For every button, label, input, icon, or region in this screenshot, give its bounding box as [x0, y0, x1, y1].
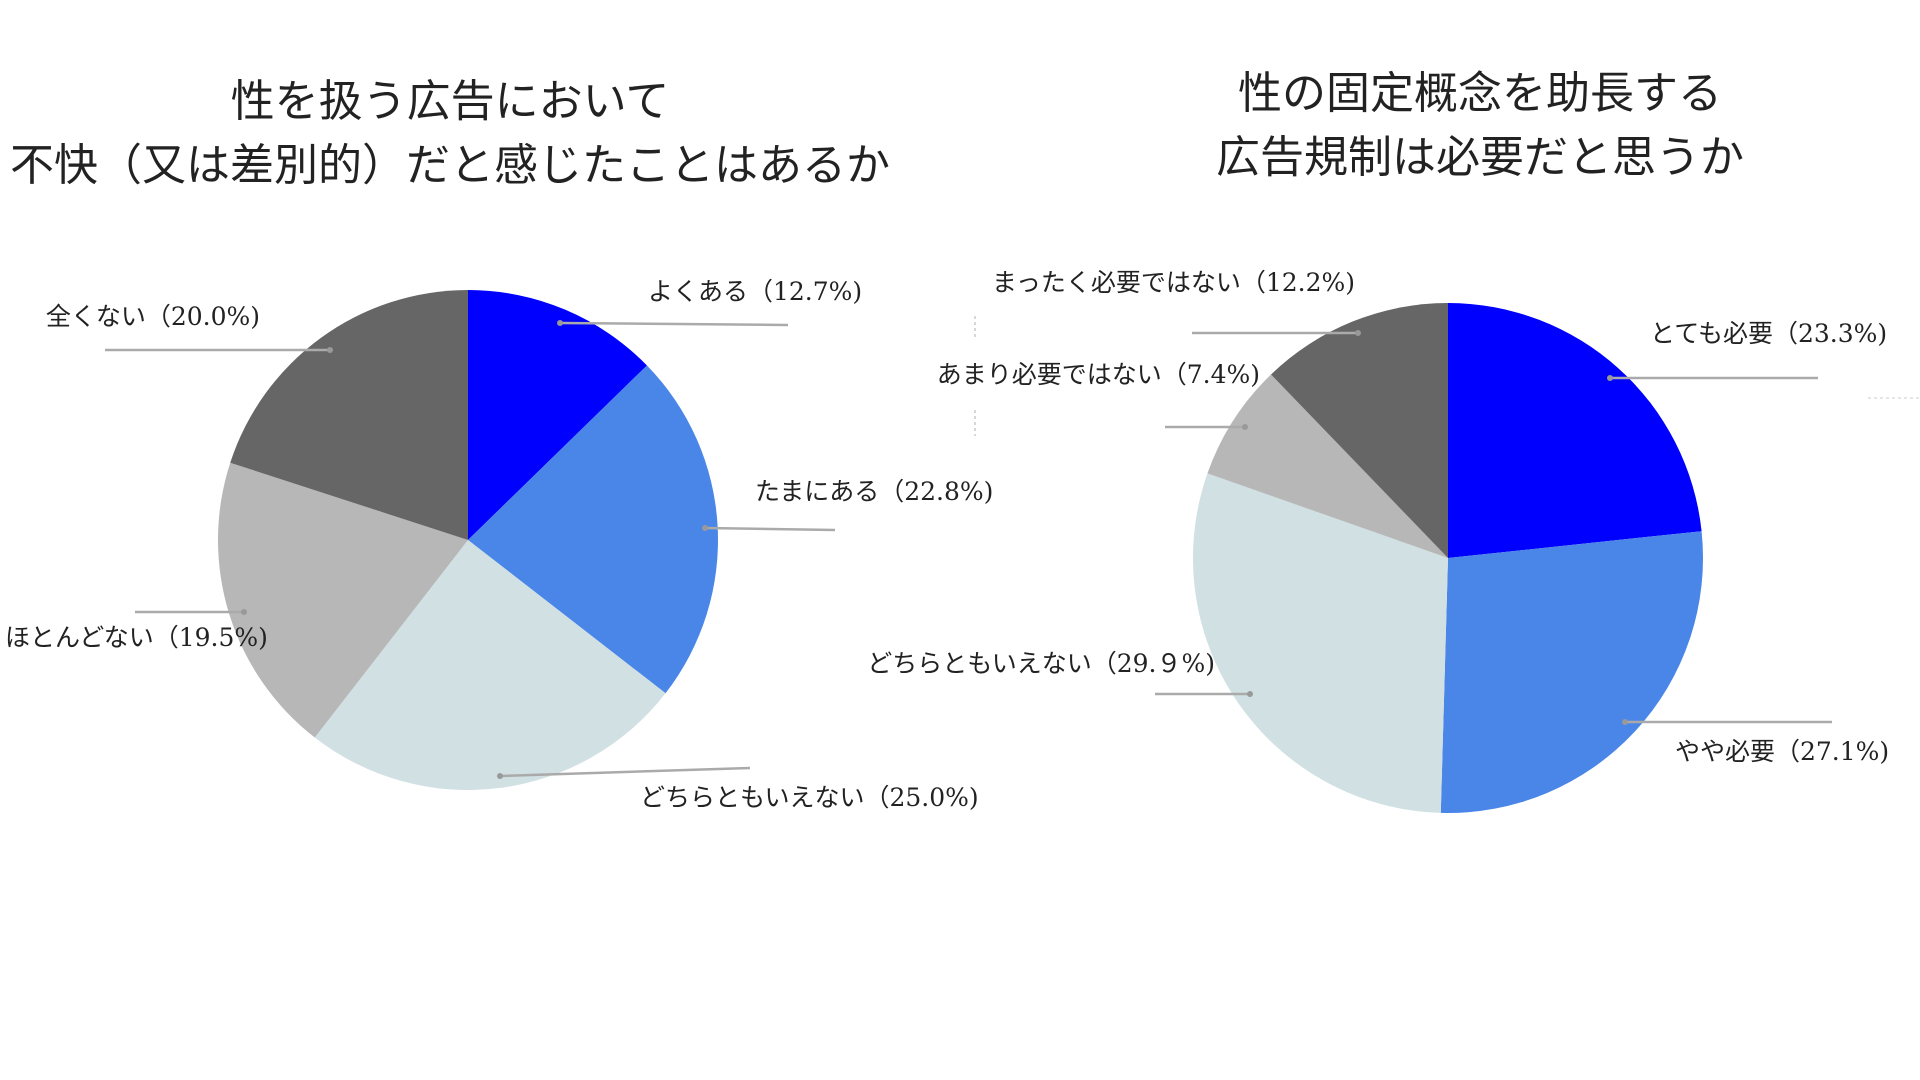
leader-dot-very-necessary	[1607, 375, 1613, 381]
leader-line-sometimes	[704, 526, 836, 532]
pie-slice-very-necessary	[1448, 303, 1702, 558]
left-pie-chart: よくある（12.7%) たまにある（22.8%) どちらともいえない（25.0%) ほ…	[5, 277, 993, 812]
pie-slice-somewhat-necessary	[1440, 531, 1704, 814]
pie-slice-often	[468, 290, 647, 540]
leader-dot-not-necessary	[1355, 330, 1361, 336]
pie-slice-sometimes	[468, 365, 718, 694]
right-pie-chart: とても必要（23.3%) やや必要（27.1%) どちらともいえない（29.９%) あ…	[867, 268, 1889, 814]
slice-label-neutral: どちらともいえない（29.９%)	[867, 649, 1215, 678]
slice-label-not-very-necessary: あまり必要ではない（7.4%)	[937, 360, 1260, 389]
leader-dot-rarely	[241, 609, 247, 615]
left-chart-title-line-1: 性を扱う広告において	[230, 76, 670, 127]
left-chart-title-line-2: 不快（又は差別的）だと感じたことはあるか	[10, 140, 890, 191]
right-chart-title-line-1: 性の固定概念を助長する	[1238, 68, 1722, 119]
slice-label-sometimes: たまにある（22.8%)	[755, 477, 993, 506]
slice-label-somewhat-necessary: やや必要（27.1%)	[1675, 737, 1889, 766]
slice-label-rarely: ほとんどない（19.5%)	[5, 623, 268, 652]
leader-line-neutral	[499, 766, 751, 778]
leader-dot-sometimes	[702, 525, 708, 531]
leader-dot-not-very-necessary	[1242, 424, 1248, 430]
pie-slice-neutral	[1192, 473, 1448, 813]
right-chart-title-line-2: 広告規制は必要だと思うか	[1216, 132, 1744, 183]
leader-dot-somewhat-necessary	[1622, 719, 1628, 725]
slice-label-not-necessary: まったく必要ではない（12.2%)	[992, 268, 1355, 297]
label-separator-marks	[974, 316, 1920, 436]
slice-label-often: よくある（12.7%)	[648, 277, 862, 306]
pie-slice-never	[230, 290, 468, 540]
slice-label-neutral: どちらともいえない（25.0%)	[640, 783, 979, 812]
leader-dot-never	[327, 347, 333, 353]
leader-dot-often	[557, 320, 563, 326]
leader-line-often	[559, 321, 789, 327]
slice-label-never: 全くない（20.0%)	[46, 302, 260, 331]
pie-slice-rarely	[218, 462, 468, 738]
slice-label-very-necessary: とても必要（23.3%)	[1650, 319, 1887, 348]
pie-slice-not-very-necessary	[1207, 374, 1448, 558]
left-chart-title: 性を扱う広告において 不快（又は差別的）だと感じたことはあるか	[0, 70, 900, 198]
leader-dot-neutral	[1247, 691, 1253, 697]
pie-slice-neutral	[314, 540, 666, 791]
leader-dot-neutral	[497, 773, 503, 779]
right-chart-title: 性の固定概念を助長する 広告規制は必要だと思うか	[1080, 62, 1880, 190]
pie-slice-not-necessary	[1270, 303, 1448, 558]
